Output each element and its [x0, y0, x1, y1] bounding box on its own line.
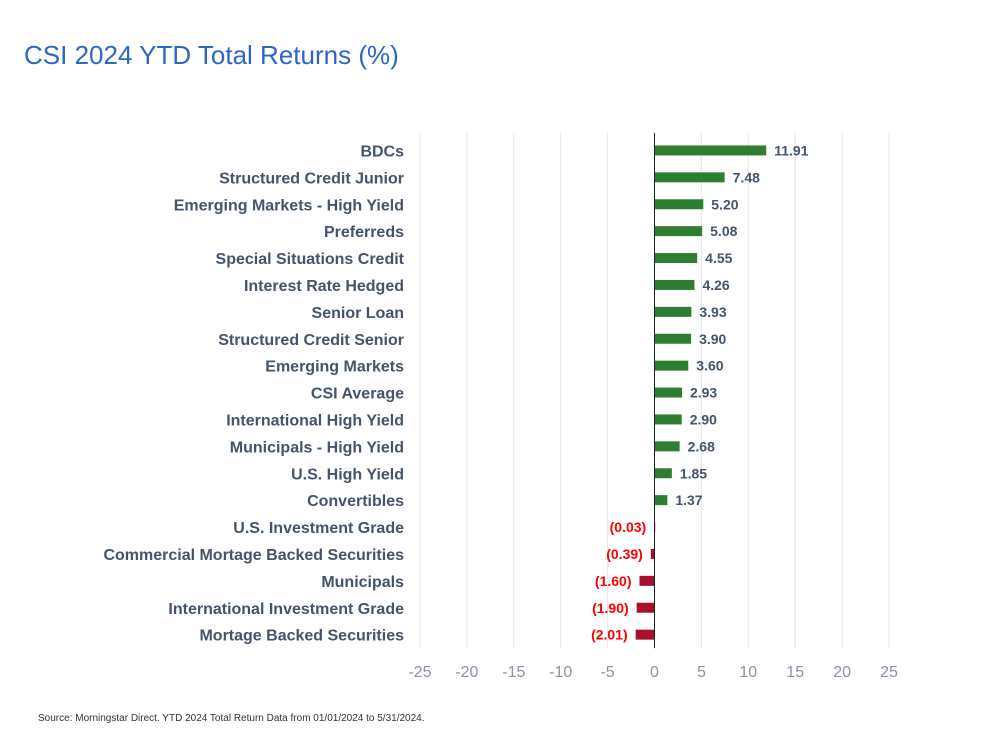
bar [654, 387, 682, 398]
x-tick-label: -5 [600, 664, 614, 681]
category-label: Preferreds [324, 224, 404, 241]
data-label: 4.55 [705, 250, 732, 266]
category-label: International High Yield [226, 412, 404, 429]
x-tick-label: -10 [549, 664, 572, 681]
category-label: Structured Credit Senior [218, 332, 404, 349]
bar [654, 306, 692, 317]
source-note: Source: Morningstar Direct. YTD 2024 Tot… [38, 713, 425, 724]
bar [654, 414, 682, 425]
bar [654, 468, 672, 479]
data-label: 3.90 [699, 331, 726, 347]
data-label: (0.39) [606, 546, 643, 562]
category-label: International Investment Grade [168, 601, 404, 618]
value-labels: 11.91 7.48 5.20 5.08 4.55 4.26 3.93 3.90 3.60 2.9… [591, 142, 809, 642]
bar [635, 629, 655, 640]
bar [654, 279, 695, 290]
bar [654, 172, 725, 183]
bar [636, 602, 655, 613]
bar [654, 199, 704, 210]
bar [654, 253, 698, 264]
x-tick-label: -15 [502, 664, 525, 681]
data-label: 3.60 [696, 358, 723, 374]
category-label: CSI Average [311, 386, 404, 403]
category-label: Structured Credit Junior [219, 170, 404, 187]
bar [639, 575, 655, 586]
x-tick-label: 20 [833, 664, 851, 681]
category-label: U.S. Investment Grade [233, 520, 404, 537]
x-tick-label: -25 [408, 664, 431, 681]
category-label: BDCs [360, 143, 404, 160]
category-label: Municipals [321, 574, 404, 591]
x-tick-label: 10 [739, 664, 757, 681]
x-tick-label: 15 [786, 664, 804, 681]
bar [654, 226, 703, 237]
bar [654, 441, 680, 452]
bar [654, 333, 692, 344]
x-tick-label: 25 [880, 664, 898, 681]
data-label: 1.85 [680, 465, 707, 481]
category-label: Special Situations Credit [216, 251, 405, 268]
category-label: Convertibles [307, 493, 404, 510]
x-tick-label: -20 [455, 664, 478, 681]
category-labels: BDCs Structured Credit Junior Emerging Mar… [103, 143, 404, 644]
data-label: 2.93 [690, 385, 717, 401]
x-tick-label: 5 [697, 664, 706, 681]
category-label: U.S. High Yield [291, 466, 404, 483]
bar [654, 145, 767, 156]
category-label: Interest Rate Hedged [244, 278, 404, 295]
bar [654, 495, 668, 506]
data-label: 5.08 [710, 223, 737, 239]
category-label: Senior Loan [312, 305, 404, 322]
bar [654, 360, 689, 371]
x-axis-tick-labels: -25 -20 -15 -10 -5 0 5 10 15 20 25 [408, 664, 898, 681]
bars [635, 145, 767, 640]
category-label: Municipals - High Yield [230, 439, 404, 456]
data-label: (1.60) [595, 573, 632, 589]
category-label: Emerging Markets - High Yield [174, 197, 404, 214]
category-label: Commercial Mortage Backed Securities [103, 547, 404, 564]
category-label: Emerging Markets [265, 359, 404, 376]
data-label: 1.37 [675, 492, 702, 508]
data-label: 2.68 [688, 438, 715, 454]
data-label: (0.03) [610, 519, 647, 535]
data-label: 5.20 [711, 196, 738, 212]
data-label: 3.93 [699, 304, 726, 320]
bar [650, 548, 655, 559]
data-label: 4.26 [702, 277, 729, 293]
grid-lines [419, 133, 890, 649]
x-tick-label: 0 [650, 664, 659, 681]
chart-title: CSI 2024 YTD Total Returns (%) [24, 40, 399, 70]
category-label: Mortage Backed Securities [199, 628, 404, 645]
data-label: 2.90 [690, 411, 717, 427]
data-label: 11.91 [774, 142, 808, 158]
data-label: (2.01) [591, 627, 628, 643]
data-label: (1.90) [592, 600, 629, 616]
data-label: 7.48 [733, 169, 760, 185]
